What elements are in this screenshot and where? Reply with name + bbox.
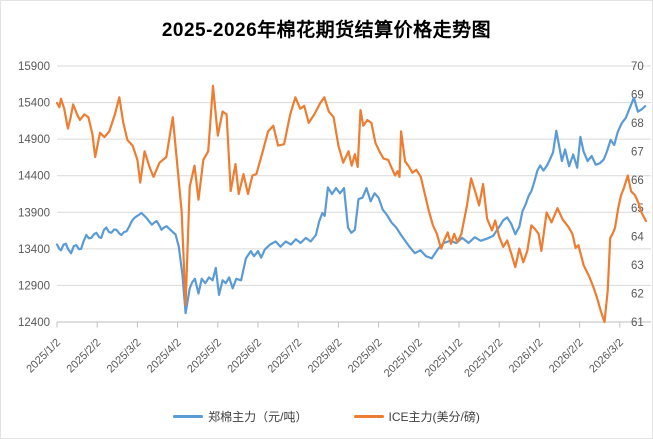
x-tick-label: 2025/12/2 <box>462 337 505 380</box>
chart-title: 2025-2026年棉花期货结算价格走势图 <box>161 20 492 41</box>
x-tick-label: 2025/8/2 <box>306 337 345 376</box>
legend-label-zhengmian: 郑棉主力（元/吨） <box>208 410 308 424</box>
series-line-ice <box>55 84 648 324</box>
left-axis-tick-label: 13900 <box>18 207 50 219</box>
left-axis-tick-label: 12400 <box>18 317 50 329</box>
x-tick-label: 2025/9/2 <box>346 337 385 376</box>
right-axis-tick-label: 64 <box>631 232 644 244</box>
x-tick-label: 2025/4/2 <box>145 337 184 376</box>
left-axis-tick-label: 15400 <box>18 98 50 110</box>
legend-line-swatch-blue <box>173 415 204 418</box>
x-tick-label: 2025/7/2 <box>266 337 305 376</box>
x-tick-label: 2025/11/2 <box>423 337 466 380</box>
x-tick-label: 2025/10/2 <box>382 337 425 380</box>
right-axis-tick-label: 62 <box>631 289 644 301</box>
x-tick-label: 2026/3/2 <box>587 337 626 376</box>
legend-item-ice: ICE主力(美分/磅) <box>353 408 480 425</box>
series-line-zhengmian <box>55 96 647 315</box>
right-axis-tick-label: 66 <box>631 175 644 187</box>
x-tick-label: 2025/5/2 <box>185 337 224 376</box>
right-axis-tick-label: 68 <box>631 118 644 130</box>
legend-label-ice: ICE主力(美分/磅) <box>388 410 480 424</box>
left-axis-tick-label: 12900 <box>18 280 50 292</box>
x-tick-label: 2025/3/2 <box>105 337 144 376</box>
x-tick-label: 2025/1/2 <box>24 337 63 376</box>
x-tick-label: 2025/2/2 <box>65 337 104 376</box>
right-axis-tick-label: 61 <box>631 317 644 329</box>
left-axis-tick-label: 14400 <box>18 171 50 183</box>
left-axis-tick-label: 13400 <box>18 244 50 256</box>
right-axis-tick-label: 67 <box>631 146 644 158</box>
right-axis-tick-label: 63 <box>631 260 644 272</box>
x-tick-label: 2025/6/2 <box>225 337 264 376</box>
x-tick-label: 2026/1/2 <box>507 337 546 376</box>
legend-item-zhengmian: 郑棉主力（元/吨） <box>173 408 308 425</box>
left-axis-tick-label: 14900 <box>18 134 50 146</box>
x-tick-label: 2026/2/2 <box>547 337 586 376</box>
right-axis-tick-label: 70 <box>631 61 644 73</box>
legend-line-swatch-orange <box>353 415 384 418</box>
left-axis-tick-label: 15900 <box>18 61 50 73</box>
legend: 郑棉主力（元/吨） ICE主力(美分/磅) <box>1 408 652 425</box>
